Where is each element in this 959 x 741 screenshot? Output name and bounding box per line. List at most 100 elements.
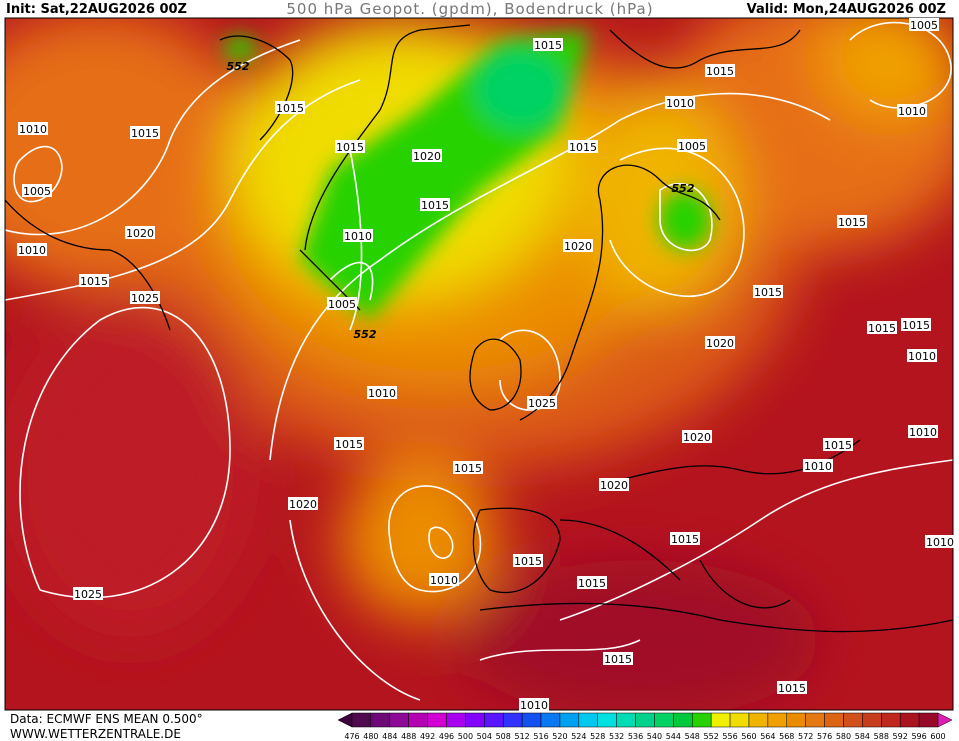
isobar-label: 1015 xyxy=(754,286,782,299)
label-box xyxy=(677,139,707,152)
isobar-label: 1015 xyxy=(514,555,542,568)
map-field xyxy=(5,18,953,710)
label-box xyxy=(823,438,853,451)
map-title: 500 hPa Geopot. (gpdm), Bodendruck (hPa) xyxy=(286,0,653,18)
colorbar-box xyxy=(540,712,561,728)
isobar-label: 1015 xyxy=(868,322,896,335)
data-source: Data: ECMWF ENS MEAN 0.500° xyxy=(10,712,203,726)
isobar-label: 1005 xyxy=(910,19,938,32)
colorbar-box xyxy=(578,712,598,728)
colorbar-box xyxy=(389,712,409,728)
isobar-label: 1010 xyxy=(430,574,458,587)
colorbar-tick-label: 528 xyxy=(590,732,605,741)
colorbar-box xyxy=(843,712,863,728)
isobar-label: 1010 xyxy=(520,699,548,712)
colorbar-tick-label: 536 xyxy=(628,732,643,741)
colorbar-box xyxy=(767,712,788,728)
isobar-label: 1015 xyxy=(336,141,364,154)
isobar-label: 1010 xyxy=(898,105,926,118)
isobar-label: 1015 xyxy=(131,127,159,140)
label-box xyxy=(577,576,607,589)
map-frame xyxy=(4,17,954,711)
label-box xyxy=(130,126,160,139)
colorbar-tick-label: 576 xyxy=(817,732,832,741)
valid-time: Valid: Mon,24AUG2026 00Z xyxy=(747,2,946,17)
label-box xyxy=(288,497,318,510)
colorbar-tick-label: 556 xyxy=(722,732,737,741)
colorbar-tick-label: 480 xyxy=(363,732,378,741)
label-box xyxy=(429,573,459,586)
colorbar-box xyxy=(351,712,372,728)
coastlines xyxy=(5,24,953,633)
isobar-label: 1005 xyxy=(23,185,51,198)
colorbar-box xyxy=(824,712,844,728)
colorbar-box xyxy=(654,712,674,728)
isobar-label: 1020 xyxy=(126,227,154,240)
label-box xyxy=(603,652,633,665)
colorbar-tick-label: 564 xyxy=(760,732,775,741)
geopotential-label: 552 xyxy=(227,60,250,73)
label-box xyxy=(334,437,364,450)
colorbar-box xyxy=(918,712,939,728)
site-name: WWW.WETTERZENTRALE.DE xyxy=(10,727,181,741)
label-box xyxy=(665,96,695,109)
colorbar-box xyxy=(427,712,447,728)
label-box xyxy=(22,184,52,197)
label-box xyxy=(343,229,373,242)
label-box xyxy=(777,681,807,694)
label-box xyxy=(599,478,629,491)
label-box xyxy=(275,101,305,114)
label-box xyxy=(367,386,397,399)
label-box xyxy=(705,336,735,349)
isobar-label: 1010 xyxy=(908,350,936,363)
colorbar-box xyxy=(692,712,712,728)
label-box xyxy=(837,215,867,228)
isobar-label: 1015 xyxy=(671,533,699,546)
isobar-labels: 1015 1015 1015 1010 1010 1015 1010 1015 1020 1015… xyxy=(17,18,955,712)
colorbar-tick-label: 504 xyxy=(477,732,492,741)
label-box xyxy=(420,198,450,211)
label-box xyxy=(563,239,593,252)
colorbar-tick-label: 496 xyxy=(439,732,454,741)
colorbar-tick-label: 584 xyxy=(855,732,870,741)
label-box xyxy=(18,122,48,135)
label-box xyxy=(130,291,160,304)
label-box xyxy=(125,226,155,239)
isobar-label: 1025 xyxy=(131,292,159,305)
label-box xyxy=(453,461,483,474)
colorbar-box xyxy=(710,712,731,728)
colorbar-box xyxy=(729,712,750,728)
colorbar-tick-label: 492 xyxy=(420,732,435,741)
colorbar-box xyxy=(673,712,693,728)
label-box xyxy=(527,396,557,409)
colorbar-box xyxy=(446,712,466,728)
colorbar-tick-label: 476 xyxy=(344,732,359,741)
isobar-label: 1020 xyxy=(413,150,441,163)
colorbar-tick-label: 588 xyxy=(874,732,889,741)
colorbar-tick-label: 568 xyxy=(779,732,794,741)
geopotential-label: 552 xyxy=(672,182,695,195)
isobar-label: 1025 xyxy=(528,397,556,410)
colorbar-tick-label: 580 xyxy=(836,732,851,741)
isobar-label: 1015 xyxy=(569,141,597,154)
isobar-label: 1015 xyxy=(421,199,449,212)
colorbar-tick-label: 572 xyxy=(798,732,813,741)
colorbar-box xyxy=(370,712,391,728)
label-box xyxy=(79,274,109,287)
label-box xyxy=(533,38,563,51)
colorbar-box xyxy=(899,712,920,728)
colorbar-tick-label: 516 xyxy=(533,732,548,741)
colorbar-box xyxy=(408,712,428,728)
isobar-label: 1015 xyxy=(80,275,108,288)
colorbar-box xyxy=(862,712,882,728)
isobar-label: 1010 xyxy=(344,230,372,243)
label-box xyxy=(327,297,357,310)
isobar-label: 1015 xyxy=(838,216,866,229)
colorbar-tick-label: 532 xyxy=(609,732,624,741)
label-box xyxy=(909,18,939,31)
label-box xyxy=(568,140,598,153)
label-box xyxy=(753,285,783,298)
isobar-label: 1020 xyxy=(600,479,628,492)
isobar-label: 1020 xyxy=(289,498,317,511)
